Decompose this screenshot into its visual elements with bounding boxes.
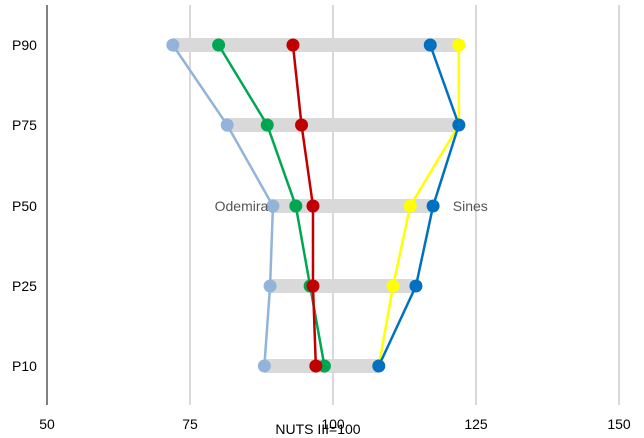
series-3-point-p50 [306,199,320,213]
grid-lines [189,5,620,405]
y-tick-label-p25: P25 [12,278,37,294]
x-tick-label-100: 100 [321,416,345,432]
series-2-point-p75 [260,118,274,132]
series-3-point-p90 [286,38,300,52]
annotation-sines: Sines [453,198,488,214]
x-tick-label-50: 50 [39,416,55,432]
series-5-point-p25 [409,279,423,293]
y-tick-label-p50: P50 [12,198,37,214]
range-bar-p90 [172,38,459,52]
range-bar-p75 [224,118,459,132]
series-5-point-p50 [426,199,440,213]
series-5-point-p10 [372,359,386,373]
series-3-point-p75 [295,118,309,132]
series-3-point-p10 [309,359,323,373]
series-1-point-p75 [220,118,234,132]
series-1-point-p10 [257,359,271,373]
series-2-point-p90 [212,38,226,52]
series-4-point-p50 [403,199,417,213]
series-4-point-p90 [452,38,466,52]
x-tick-labels: 50 75 100 125 150 [39,416,631,432]
series-5-point-p90 [423,38,437,52]
x-tick-label-150: 150 [607,416,631,432]
x-tick-label-125: 125 [464,416,488,432]
series-2-point-p50 [289,199,303,213]
series-4-point-p25 [386,279,400,293]
series-lines [166,38,466,373]
series-1-point-p90 [166,38,180,52]
y-tick-label-p10: P10 [12,358,37,374]
series-1-point-p50 [266,199,280,213]
annotation-odemira: Odemira [215,198,269,214]
series-3-point-p25 [306,279,320,293]
x-tick-label-75: 75 [182,416,198,432]
series-1-point-p25 [263,279,277,293]
x-axis-title: NUTS III=100 [275,421,360,437]
y-tick-label-p75: P75 [12,117,37,133]
series-5-point-p75 [452,118,466,132]
y-tick-label-p90: P90 [12,37,37,53]
annotations: Odemira Sines [215,198,488,214]
y-tick-labels: P10 P25 P50 P75 P90 [12,37,37,374]
